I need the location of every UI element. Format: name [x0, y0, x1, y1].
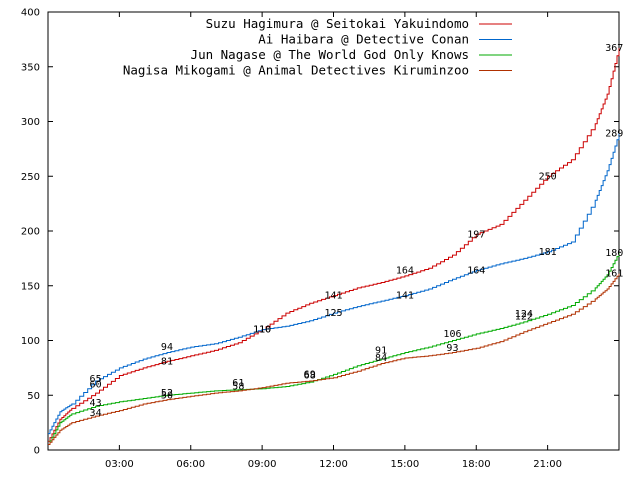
legend-label: Nagisa Mikogami @ Animal Detectives Kiru…	[123, 63, 469, 78]
data-label: 197	[467, 229, 485, 240]
x-tick-label: 12:00	[319, 459, 348, 470]
data-label: 60	[90, 379, 102, 390]
data-label: 250	[539, 171, 557, 182]
data-label: 125	[324, 308, 342, 319]
series-line-3	[48, 252, 620, 445]
data-label: 161	[605, 269, 623, 280]
y-tick-label: 200	[21, 227, 40, 238]
y-tick-label: 0	[34, 446, 40, 457]
legend-label: Suzu Hagimura @ Seitokai Yakuindomo	[206, 16, 469, 31]
data-label: 52	[161, 388, 173, 399]
data-label: 110	[253, 325, 271, 336]
plot-frame	[47, 11, 620, 451]
data-label: 106	[443, 329, 461, 340]
y-tick-label: 300	[21, 117, 40, 128]
data-label: 122	[515, 311, 533, 322]
data-label: 141	[396, 291, 414, 302]
data-label: 58	[232, 381, 244, 392]
x-tick-label: 03:00	[105, 459, 134, 470]
data-label: 94	[161, 342, 173, 353]
y-tick-label: 50	[27, 391, 40, 402]
y-tick-label: 350	[21, 62, 40, 73]
data-label: 84	[375, 353, 387, 364]
y-tick-label: 100	[21, 336, 40, 347]
data-label: 367	[605, 43, 623, 54]
data-label: 81	[161, 356, 173, 367]
data-label: 164	[467, 265, 485, 276]
data-label: 110	[253, 325, 271, 336]
data-labels: 4381110141164197250367659411012514116418…	[90, 43, 624, 419]
series-line-2	[48, 133, 620, 435]
data-label: 65	[90, 374, 102, 385]
data-label: 61	[232, 378, 244, 389]
data-label: 289	[605, 129, 623, 140]
y-tick-label: 250	[21, 172, 40, 183]
data-label: 124	[515, 309, 533, 320]
x-axis: 03:00 06:00 09:00 12:00 15:00 18:00 21:00	[105, 12, 562, 470]
y-tick-label: 150	[21, 281, 40, 292]
data-label: 141	[324, 291, 342, 302]
data-label: 69	[304, 369, 316, 380]
data-label: 180	[605, 248, 623, 259]
x-tick-label: 09:00	[248, 459, 277, 470]
x-tick-label: 15:00	[390, 459, 419, 470]
legend-label: Ai Haibara @ Detective Conan	[258, 32, 469, 47]
x-tick-label: 18:00	[462, 459, 491, 470]
series-line-4	[48, 273, 620, 445]
data-label: 34	[90, 408, 102, 419]
y-tick-label: 400	[21, 8, 40, 19]
x-tick-label: 21:00	[533, 459, 562, 470]
data-label: 91	[375, 345, 387, 356]
data-label: 43	[90, 398, 102, 409]
y-axis: 0 50 100 150 200 250 300 350 400	[21, 8, 619, 457]
series-lines	[48, 48, 620, 445]
series-line-1	[48, 48, 620, 442]
data-label: 164	[396, 265, 414, 276]
x-tick-label: 06:00	[176, 459, 205, 470]
data-label: 181	[539, 247, 557, 258]
legend-label: Jun Nagase @ The World God Only Knows	[191, 47, 469, 62]
data-label: 93	[446, 343, 458, 354]
data-label: 68	[304, 371, 316, 382]
data-label: 50	[161, 390, 173, 401]
